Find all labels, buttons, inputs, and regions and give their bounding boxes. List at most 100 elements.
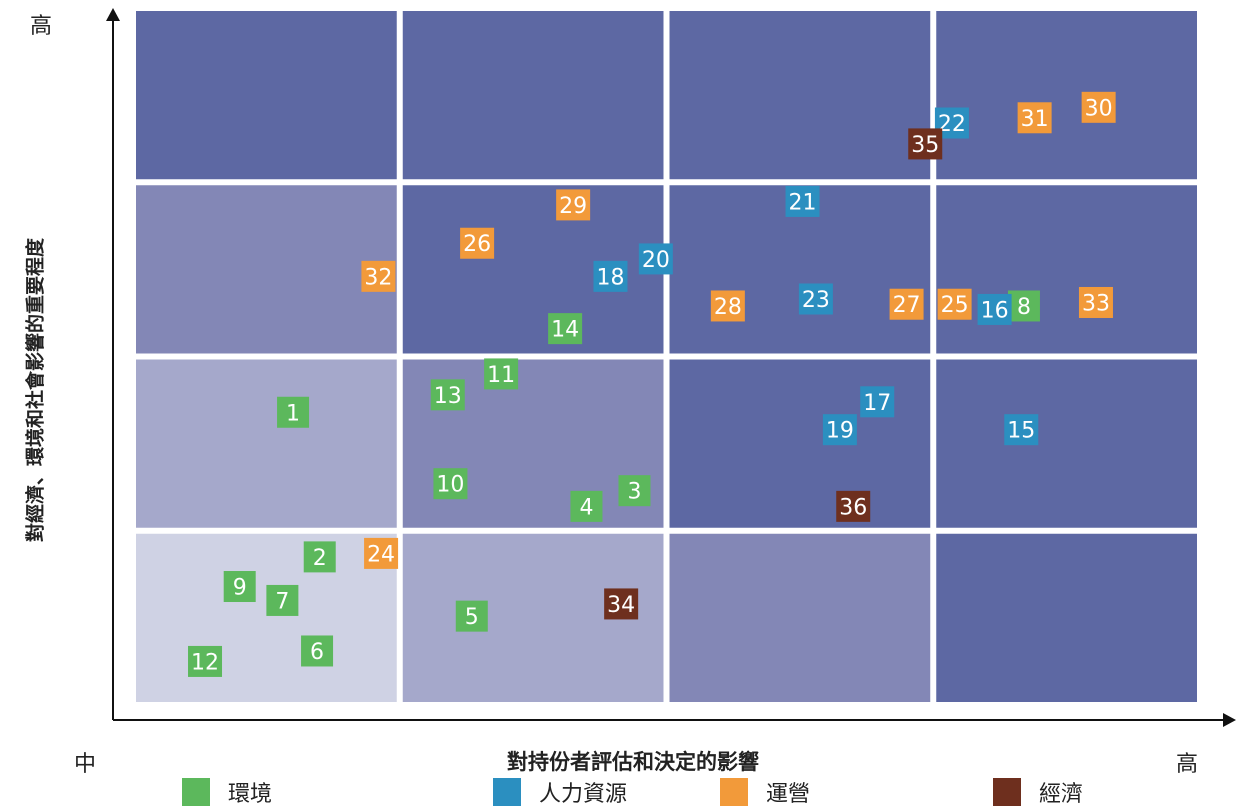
data-point-box [484, 358, 519, 390]
data-point: 20 [638, 243, 673, 275]
data-point-label: 21 [789, 190, 817, 215]
data-point-label: 4 [579, 495, 593, 520]
data-point-label: 8 [1017, 295, 1031, 320]
data-point-label: 22 [938, 112, 966, 137]
matrix-cell [936, 359, 1197, 528]
data-point-box [303, 541, 336, 573]
data-point: 5 [455, 600, 488, 632]
data-point-box [618, 475, 651, 507]
data-point: 32 [361, 260, 396, 292]
data-point-box [364, 537, 399, 569]
data-point-box [430, 379, 465, 411]
data-point-box [455, 600, 488, 632]
matrix-cell [136, 533, 397, 702]
legend-swatch-operations [720, 778, 748, 806]
legend-item-human-resources: 人力資源 [493, 778, 628, 807]
data-point-box [1078, 286, 1113, 318]
data-point: 36 [836, 490, 871, 522]
data-point-box [604, 588, 639, 620]
data-point-label: 7 [275, 589, 289, 614]
data-point-box [889, 288, 924, 320]
data-point-label: 11 [487, 363, 515, 388]
data-point-label: 2 [313, 546, 327, 571]
data-point-box [277, 396, 310, 428]
legend-item-environment: 環境 [182, 778, 273, 807]
data-point: 17 [860, 386, 895, 418]
matrix-cell [136, 359, 397, 528]
data-point-box [798, 283, 833, 315]
data-point-label: 36 [839, 495, 867, 520]
data-point-label: 12 [191, 650, 219, 675]
data-point-label: 24 [367, 542, 395, 567]
legend-label-human-resources: 人力資源 [539, 782, 628, 807]
data-point-label: 32 [364, 265, 392, 290]
legend-swatch-human-resources [493, 778, 521, 806]
legend-swatch-economy [993, 778, 1021, 806]
data-point-box [1007, 290, 1040, 322]
data-point-box [188, 645, 223, 677]
data-point: 9 [223, 571, 256, 603]
data-points: 1234567891011121314151617181920212223242… [188, 91, 1116, 677]
matrix-cell [936, 185, 1197, 354]
data-point-box [1004, 414, 1039, 446]
matrix-cell [669, 533, 931, 702]
data-point: 16 [977, 293, 1012, 325]
data-point: 27 [889, 288, 924, 320]
data-point: 4 [570, 490, 603, 522]
data-point: 34 [604, 588, 639, 620]
y-axis-high-label: 高 [30, 14, 53, 39]
data-point-box [977, 293, 1012, 325]
data-point: 15 [1004, 414, 1039, 446]
data-point-label: 23 [802, 288, 830, 313]
data-point-label: 20 [642, 248, 670, 273]
y-axis-title: 對經濟、環境和社會影響的重要程度 [24, 237, 47, 543]
matrix-cell [136, 11, 397, 180]
data-point-label: 1 [286, 401, 300, 426]
data-point: 3 [618, 475, 651, 507]
data-point-label: 13 [434, 384, 462, 409]
data-point: 7 [266, 584, 299, 616]
data-point-label: 15 [1007, 419, 1035, 444]
matrix-cell [402, 11, 664, 180]
matrix-cell [936, 533, 1197, 702]
data-point-label: 29 [559, 194, 587, 219]
data-point: 26 [460, 227, 495, 259]
data-point-box [638, 243, 673, 275]
data-point-label: 34 [607, 593, 635, 618]
data-point: 21 [785, 185, 820, 217]
data-point-label: 27 [893, 293, 921, 318]
data-point-box [433, 468, 468, 500]
data-point: 11 [484, 358, 519, 390]
matrix-cell [936, 11, 1197, 180]
data-point: 18 [593, 260, 628, 292]
x-axis-low-label: 中 [74, 752, 97, 777]
axes [106, 8, 1236, 727]
data-point-label: 17 [863, 391, 891, 416]
data-point-box [860, 386, 895, 418]
data-point: 24 [364, 537, 399, 569]
data-point-box [301, 635, 334, 667]
data-point: 10 [433, 468, 468, 500]
data-point-box [223, 571, 256, 603]
matrix-cell [136, 185, 397, 354]
legend-swatch-environment [182, 778, 210, 806]
matrix-cells [136, 11, 1197, 702]
x-axis-high-label: 高 [1176, 752, 1199, 777]
data-point-label: 33 [1082, 291, 1110, 316]
data-point: 12 [188, 645, 223, 677]
data-point: 8 [1007, 290, 1040, 322]
x-axis-arrow-icon [1223, 713, 1236, 727]
data-point: 19 [822, 414, 857, 446]
data-point-box [908, 128, 943, 160]
data-point-box [1017, 102, 1052, 134]
legend-label-environment: 環境 [228, 782, 273, 807]
data-point-box [361, 260, 396, 292]
matrix-cell [669, 11, 931, 180]
data-point-label: 35 [911, 133, 939, 158]
data-point: 1 [277, 396, 310, 428]
data-point-label: 16 [981, 298, 1009, 323]
data-point-box [785, 185, 820, 217]
data-point: 23 [798, 283, 833, 315]
legend-label-operations: 運營 [766, 782, 811, 807]
